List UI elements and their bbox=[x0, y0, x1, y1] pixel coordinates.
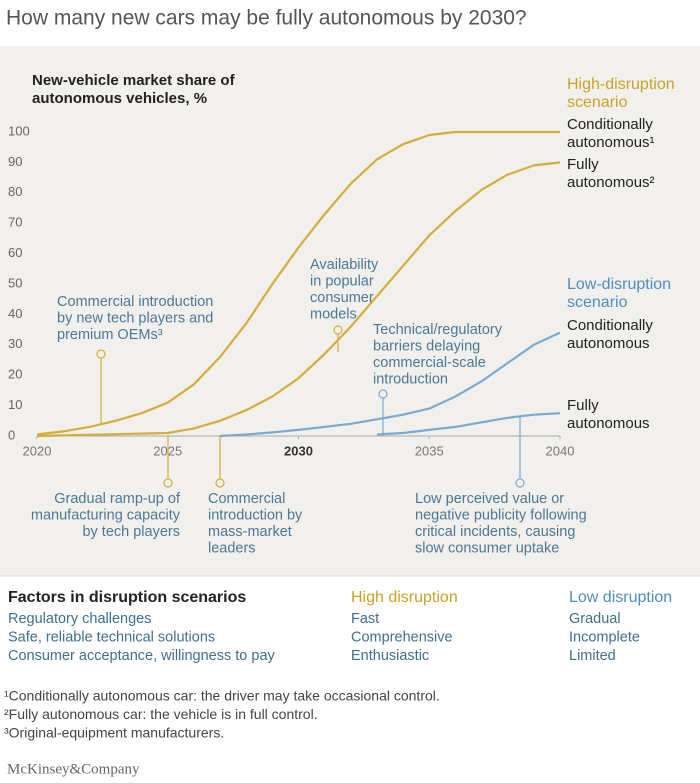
chart-panel bbox=[0, 46, 700, 576]
annotation: consumer bbox=[310, 290, 374, 306]
footnote: ¹Conditionally autonomous car: the drive… bbox=[4, 688, 440, 704]
table-cell: Limited bbox=[569, 648, 616, 664]
y-tick-label: 100 bbox=[8, 123, 30, 138]
x-tick-label: 2020 bbox=[23, 443, 52, 458]
annotation: premium OEMs³ bbox=[57, 327, 163, 343]
annotation: Commercial bbox=[208, 491, 285, 507]
annotation: leaders bbox=[208, 540, 256, 556]
scenario-label: Low-disruption scenario bbox=[567, 276, 672, 311]
table-cell: Fast bbox=[351, 611, 379, 627]
brand: McKinsey&Company bbox=[7, 761, 140, 777]
table-cell: Regulatory challenges bbox=[8, 611, 151, 627]
series-line bbox=[376, 412, 561, 436]
y-tick-label: 0 bbox=[8, 427, 15, 442]
annotation: critical incidents, causing bbox=[415, 524, 575, 540]
y-tick-label: 10 bbox=[8, 397, 22, 412]
leader-dot bbox=[378, 389, 388, 399]
x-tick-label: 2030 bbox=[284, 443, 313, 458]
table-header: Low disruption bbox=[569, 589, 672, 606]
annotation: introduction bbox=[373, 371, 448, 387]
y-tick-label: 90 bbox=[8, 154, 22, 169]
series-line bbox=[219, 331, 561, 438]
annotation: by tech players bbox=[82, 524, 180, 540]
y-tick-label: 70 bbox=[8, 215, 22, 230]
footnote: ²Fully autonomous car: the vehicle is in… bbox=[4, 706, 318, 722]
annotation: mass-market bbox=[208, 524, 292, 540]
leader-dot bbox=[333, 325, 343, 335]
table-cell: Comprehensive bbox=[351, 629, 453, 645]
annotation: Gradual ramp-up of bbox=[54, 491, 181, 507]
table-cell: Enthusiastic bbox=[351, 648, 429, 664]
annotation: Technical/regulatory bbox=[373, 322, 503, 338]
annotation: slow consumer uptake bbox=[415, 540, 559, 556]
x-tick-label: 2040 bbox=[546, 443, 575, 458]
table-header: Factors in disruption scenarios bbox=[8, 589, 246, 606]
leader-dot bbox=[515, 478, 525, 488]
leader-dot bbox=[215, 478, 225, 488]
annotation: Availability bbox=[310, 257, 379, 273]
annotation: Commercial introduction bbox=[57, 294, 213, 310]
table-header: High disruption bbox=[351, 589, 458, 606]
annotation: in popular bbox=[310, 273, 374, 289]
y-tick-label: 80 bbox=[8, 184, 22, 199]
series-label: Conditionally autonomous bbox=[567, 317, 653, 352]
annotation: Low perceived value or bbox=[415, 491, 564, 507]
chart-title: How many new cars may be fully autonomou… bbox=[6, 7, 527, 30]
leader-dot bbox=[163, 478, 173, 488]
y-tick-label: 30 bbox=[8, 336, 22, 351]
y-tick-label: 60 bbox=[8, 245, 22, 260]
series-label: Fully autonomous² bbox=[567, 156, 655, 191]
table-cell: Incomplete bbox=[569, 629, 640, 645]
y-tick-label: 40 bbox=[8, 306, 22, 321]
annotation: models bbox=[310, 306, 357, 322]
footnote: ³Original-equipment manufacturers. bbox=[4, 725, 224, 741]
y-tick-label: 50 bbox=[8, 275, 22, 290]
x-tick-label: 2035 bbox=[415, 443, 444, 458]
series-line bbox=[36, 130, 560, 436]
series-line bbox=[36, 161, 561, 438]
table-cell: Gradual bbox=[569, 611, 621, 627]
annotation: negative publicity following bbox=[415, 507, 587, 523]
annotation: manufacturing capacity bbox=[31, 507, 181, 523]
annotation: commercial-scale bbox=[373, 355, 486, 371]
scenario-label: High-disruption scenario bbox=[567, 76, 675, 111]
annotation: introduction by bbox=[208, 507, 303, 523]
annotation: by new tech players and bbox=[57, 310, 213, 326]
series-label: Fully autonomous bbox=[567, 397, 650, 432]
table-cell: Safe, reliable technical solutions bbox=[8, 629, 215, 645]
leader-dot bbox=[96, 349, 106, 359]
y-axis-title: New-vehicle market share of autonomous v… bbox=[32, 72, 235, 107]
annotation: barriers delaying bbox=[373, 338, 480, 354]
y-tick-label: 20 bbox=[8, 367, 22, 382]
table-cell: Consumer acceptance, willingness to pay bbox=[8, 648, 276, 664]
series-label: Conditionally autonomous¹ bbox=[567, 116, 655, 151]
